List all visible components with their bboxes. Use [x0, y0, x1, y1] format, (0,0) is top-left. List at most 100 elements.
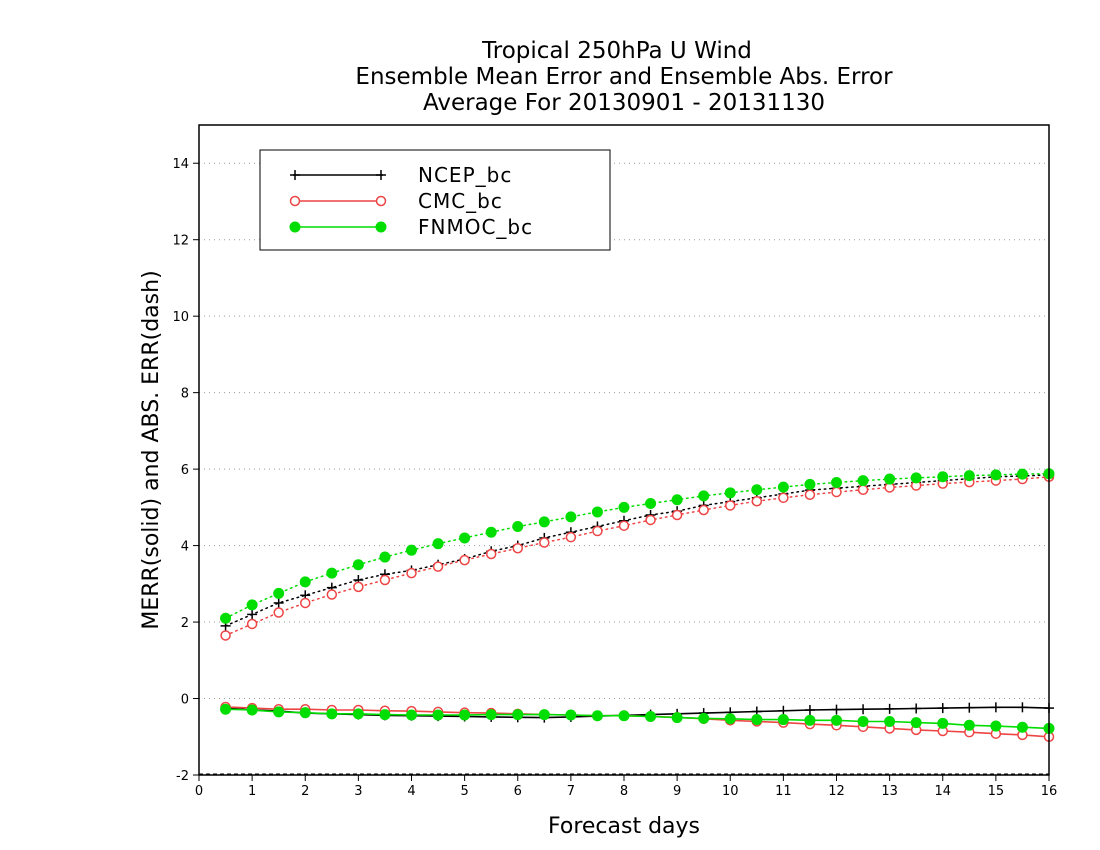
mean-error-point-fnmoc-bc — [299, 707, 311, 719]
abs-error-point-cmc-bc — [432, 561, 444, 572]
abs-error-line-cmc-bc — [224, 476, 1050, 637]
abs-error-point-fnmoc-bc — [618, 501, 630, 513]
legend-label: NCEP_bc — [418, 163, 512, 187]
abs-error-line-ncep-bc — [224, 474, 1050, 627]
abs-error-point-fnmoc-bc — [538, 516, 550, 528]
abs-error-point-cmc-bc — [592, 525, 603, 537]
mean-error-point-ncep-bc — [804, 705, 815, 715]
x-tick-label: 2 — [301, 784, 309, 799]
x-tick-label: 16 — [1041, 784, 1058, 799]
series-mean-error-ncep-bc — [220, 702, 1054, 723]
x-tick-label: 15 — [988, 784, 1005, 799]
mean-error-point-fnmoc-bc — [326, 708, 338, 720]
abs-error-point-cmc-bc — [459, 554, 470, 566]
mean-error-point-fnmoc-bc — [884, 715, 896, 727]
mean-error-point-fnmoc-bc — [1016, 721, 1028, 733]
y-tick-label: 14 — [172, 157, 189, 172]
abs-error-point-fnmoc-bc — [777, 481, 789, 493]
mean-error-point-fnmoc-bc — [459, 709, 471, 721]
chart-title-line-1: Tropical 250hPa U Wind — [481, 38, 752, 64]
abs-error-point-cmc-bc — [353, 581, 364, 593]
abs-error-point-fnmoc-bc — [406, 544, 417, 556]
mean-error-point-fnmoc-bc — [618, 710, 630, 722]
y-tick-label: 12 — [172, 234, 189, 249]
abs-error-point-fnmoc-bc — [831, 477, 842, 488]
abs-error-point-fnmoc-bc — [751, 484, 763, 496]
grid-lines — [199, 162, 1049, 775]
x-tick-label: 5 — [460, 784, 468, 799]
legend-item-fnmoc-bc: FNMOC_bc — [289, 215, 533, 239]
abs-error-point-cmc-bc — [565, 531, 577, 543]
mean-error-point-fnmoc-bc — [538, 709, 550, 721]
mean-error-point-fnmoc-bc — [645, 711, 657, 722]
abs-error-point-fnmoc-bc — [352, 559, 364, 571]
mean-error-point-fnmoc-bc — [671, 712, 683, 724]
y-axis-label: MERR(solid) and ABS. ERR(dash) — [139, 270, 164, 629]
chart-title-line-3: Average For 20130901 - 20131130 — [423, 90, 825, 116]
series-abs-error-ncep-bc — [220, 469, 1054, 631]
mean-error-point-ncep-bc — [1017, 702, 1028, 713]
abs-error-point-cmc-bc — [406, 567, 417, 579]
mean-error-point-fnmoc-bc — [937, 717, 949, 729]
mean-error-point-fnmoc-bc — [220, 703, 232, 715]
abs-error-point-fnmoc-bc — [990, 469, 1002, 481]
abs-error-point-fnmoc-bc — [565, 511, 577, 523]
mean-error-point-ncep-bc — [858, 704, 869, 715]
abs-error-point-cmc-bc — [539, 537, 550, 548]
abs-error-point-cmc-bc — [698, 504, 709, 516]
chart-title: Tropical 250hPa U Wind Ensemble Mean Err… — [355, 38, 893, 116]
abs-error-point-ncep-bc — [247, 609, 258, 620]
legend-marker-right — [375, 195, 387, 207]
y-tick-label: 10 — [172, 310, 189, 325]
abs-error-point-cmc-bc — [273, 607, 284, 618]
abs-error-point-fnmoc-bc — [698, 490, 710, 502]
mean-error-point-fnmoc-bc — [591, 710, 603, 722]
abs-error-point-fnmoc-bc — [591, 506, 603, 518]
plot-series — [220, 468, 1055, 743]
x-tick-label: 0 — [195, 784, 203, 799]
legend-label: FNMOC_bc — [418, 215, 533, 239]
legend-item-ncep-bc: NCEP_bc — [290, 163, 512, 187]
x-axis-label: Forecast days — [548, 814, 700, 839]
legend-box — [259, 149, 611, 251]
mean-error-point-ncep-bc — [884, 703, 895, 714]
mean-error-point-fnmoc-bc — [698, 712, 710, 724]
mean-error-line-cmc-bc — [225, 706, 1050, 738]
abs-error-point-cmc-bc — [485, 548, 497, 560]
abs-error-point-cmc-bc — [671, 509, 683, 521]
abs-error-point-fnmoc-bc — [857, 475, 869, 487]
mean-error-point-fnmoc-bc — [485, 709, 497, 721]
mean-error-point-fnmoc-bc — [910, 717, 922, 729]
series-abs-error-cmc-bc — [220, 471, 1055, 641]
abs-error-point-cmc-bc — [725, 500, 736, 511]
series-abs-error-fnmoc-bc — [220, 468, 1055, 624]
legend-marker-left — [289, 221, 301, 233]
abs-error-point-cmc-bc — [645, 514, 656, 526]
legend-marker-left — [289, 195, 301, 207]
abs-error-point-cmc-bc — [300, 597, 311, 609]
abs-error-point-fnmoc-bc — [326, 567, 338, 579]
mean-error-line-fnmoc-bc — [225, 708, 1050, 730]
mean-error-point-fnmoc-bc — [512, 709, 524, 721]
legend-item-cmc-bc: CMC_bc — [289, 189, 502, 213]
x-tick-label: 3 — [354, 784, 362, 799]
mean-error-point-ncep-bc — [831, 704, 842, 715]
mean-error-point-fnmoc-bc — [379, 709, 391, 721]
abs-error-point-fnmoc-bc — [884, 473, 896, 485]
abs-error-point-fnmoc-bc — [645, 498, 657, 510]
x-tick-label: 11 — [775, 784, 792, 799]
y-tick-label: 8 — [181, 387, 189, 402]
abs-error-point-fnmoc-bc — [963, 470, 975, 482]
legend-marker-left — [290, 170, 300, 180]
mean-error-point-fnmoc-bc — [432, 709, 444, 721]
mean-error-point-ncep-bc — [911, 703, 922, 714]
x-tick-label: 6 — [514, 784, 522, 799]
x-tick-label: 12 — [828, 784, 845, 799]
abs-error-point-cmc-bc — [326, 589, 338, 600]
y-tick-label: -2 — [176, 769, 189, 784]
abs-error-point-fnmoc-bc — [724, 487, 736, 499]
mean-error-point-ncep-bc — [964, 702, 975, 713]
